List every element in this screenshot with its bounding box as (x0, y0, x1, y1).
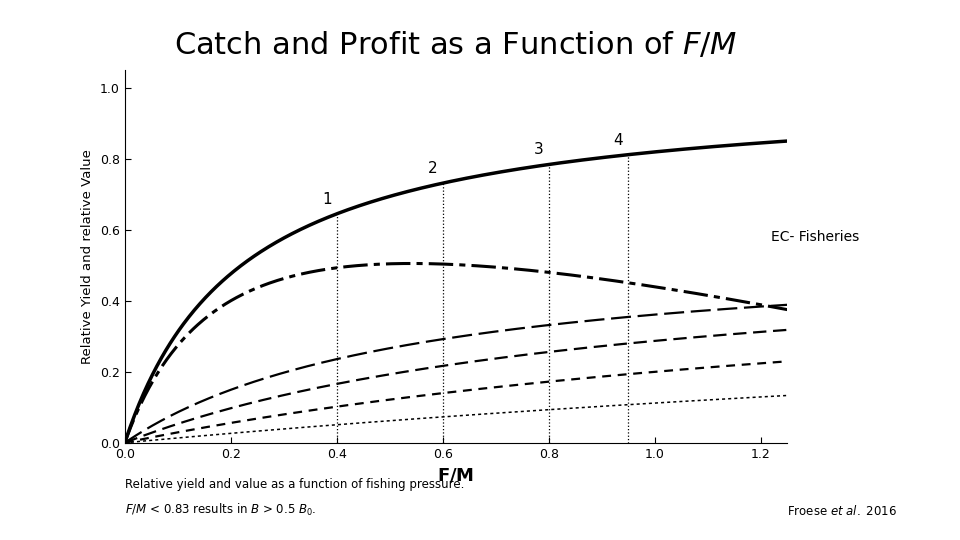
Text: 3: 3 (534, 143, 543, 157)
Text: Froese $et\ al.$ 2016: Froese $et\ al.$ 2016 (787, 504, 898, 518)
Text: 4: 4 (613, 133, 623, 147)
Title: Catch and Profit as a Function of $F/M$: Catch and Profit as a Function of $F/M$ (175, 30, 737, 59)
Text: $F/M$ < 0.83 results in $B$ > 0.5 $B_0$.: $F/M$ < 0.83 results in $B$ > 0.5 $B_0$. (125, 502, 316, 518)
X-axis label: $\mathbf{F/M}$: $\mathbf{F/M}$ (438, 466, 474, 484)
Text: EC- Fisheries: EC- Fisheries (771, 230, 859, 244)
Y-axis label: Relative Yield and relative Value: Relative Yield and relative Value (82, 149, 94, 364)
Text: Relative yield and value as a function of fishing pressure.: Relative yield and value as a function o… (125, 478, 465, 491)
Text: 1: 1 (322, 192, 331, 207)
Text: 2: 2 (428, 161, 438, 176)
